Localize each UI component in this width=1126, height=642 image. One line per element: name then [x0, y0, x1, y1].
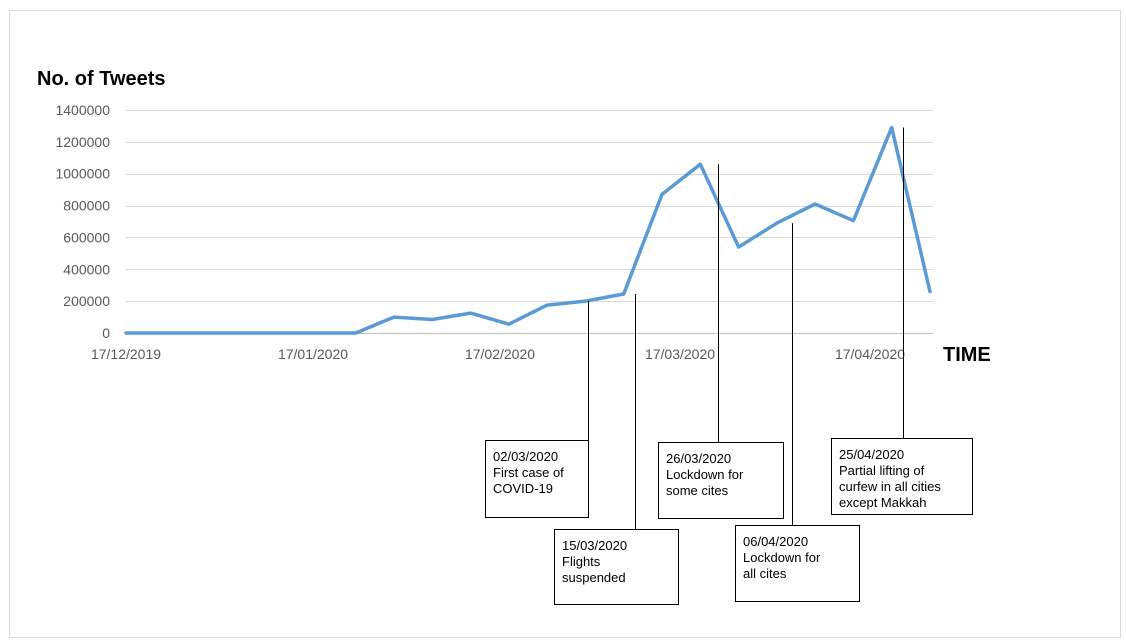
- y-tick-label: 400000: [63, 261, 110, 277]
- annotation-box-lockdown-some: 26/03/2020 Lockdown for some cites: [658, 442, 784, 519]
- x-axis-title: TIME: [943, 344, 991, 366]
- annotation-line: 06/04/2020: [743, 534, 809, 549]
- y-tick-label: 800000: [63, 198, 110, 214]
- y-tick-label: 200000: [63, 293, 110, 309]
- y-axis-title: No. of Tweets: [37, 68, 166, 90]
- annotation-line: COVID-19: [493, 481, 553, 496]
- x-tick-label: 17/12/2019: [91, 346, 161, 362]
- annotation-line: all cites: [743, 566, 787, 581]
- x-tick-label: 17/02/2020: [465, 346, 535, 362]
- x-tick-label: 17/03/2020: [645, 346, 715, 362]
- annotation-line: curfew in all cities: [839, 479, 941, 494]
- annotation-box-lockdown-all: 06/04/2020 Lockdown for all cites: [735, 525, 860, 602]
- annotation-line: Partial lifting of: [839, 463, 925, 478]
- annotation-line: Lockdown for: [743, 550, 821, 565]
- annotation-line: 02/03/2020: [493, 449, 559, 464]
- annotation-line: Flights: [562, 554, 601, 569]
- annotation-line: except Makkah: [839, 495, 927, 510]
- y-tick-label: 600000: [63, 229, 110, 245]
- y-tick-label: 1000000: [55, 166, 110, 182]
- annotation-line: some cites: [666, 483, 729, 498]
- y-tick-label: 0: [102, 325, 110, 341]
- annotation-line: First case of: [493, 465, 564, 480]
- annotation-line: 26/03/2020: [666, 451, 732, 466]
- series-line: [124, 125, 932, 335]
- y-tick-label: 1400000: [55, 102, 110, 118]
- x-tick-label: 17/04/2020: [835, 346, 905, 362]
- annotation-line: Lockdown for: [666, 467, 744, 482]
- annotation-box-partial-lifting: 25/04/2020 Partial lifting of curfew in …: [831, 438, 973, 515]
- x-tick-label: 17/01/2020: [278, 346, 348, 362]
- annotation-box-flights-suspended: 15/03/2020 Flights suspended: [554, 529, 679, 605]
- y-tick-label: 1200000: [55, 134, 110, 150]
- annotation-line: 15/03/2020: [562, 538, 628, 553]
- annotation-box-first-case: 02/03/2020 First case of COVID-19: [485, 440, 589, 518]
- annotation-line: 25/04/2020: [839, 447, 905, 462]
- annotation-line: suspended: [562, 570, 626, 585]
